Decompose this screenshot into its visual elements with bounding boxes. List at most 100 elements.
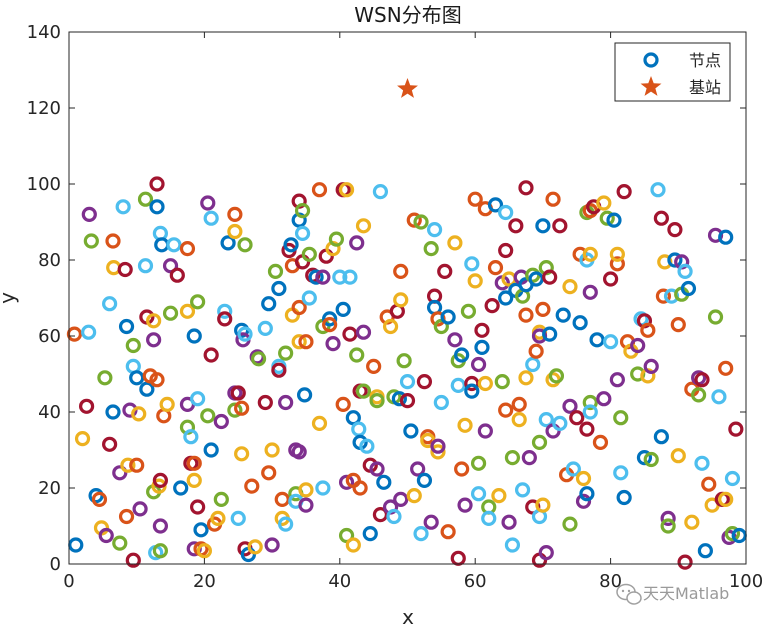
node-point bbox=[152, 472, 168, 488]
legend-station-label: 基站 bbox=[689, 78, 721, 97]
node-point bbox=[602, 271, 619, 287]
node-point bbox=[403, 423, 419, 439]
node-point bbox=[684, 514, 700, 530]
node-point bbox=[120, 457, 136, 473]
node-point bbox=[349, 347, 365, 363]
legend-station-marker bbox=[640, 76, 662, 96]
node-point bbox=[718, 491, 734, 507]
node-point bbox=[535, 301, 551, 317]
node-point bbox=[430, 438, 446, 454]
node-point bbox=[335, 301, 351, 317]
node-point bbox=[352, 480, 368, 496]
node-point bbox=[660, 510, 676, 527]
node-point bbox=[186, 455, 202, 471]
node-point bbox=[531, 434, 548, 450]
y-tick-label: 120 bbox=[27, 98, 61, 119]
node-point bbox=[162, 258, 179, 274]
node-point bbox=[146, 332, 162, 348]
node-point bbox=[426, 222, 443, 238]
node-point bbox=[278, 516, 294, 532]
node-point bbox=[498, 242, 514, 259]
node-point bbox=[484, 298, 500, 314]
node-point bbox=[105, 404, 121, 420]
node-point bbox=[724, 470, 741, 487]
node-point bbox=[437, 263, 453, 279]
node-point bbox=[227, 402, 243, 418]
node-point bbox=[498, 290, 514, 306]
node-point bbox=[149, 176, 165, 192]
node-point bbox=[643, 451, 659, 468]
node-point bbox=[283, 237, 299, 253]
node-point bbox=[355, 383, 372, 399]
node-point bbox=[575, 493, 592, 509]
node-point bbox=[691, 387, 707, 403]
node-point bbox=[575, 470, 592, 487]
node-point bbox=[555, 307, 571, 323]
node-point bbox=[345, 410, 361, 426]
node-point bbox=[102, 296, 118, 312]
node-point bbox=[298, 482, 314, 498]
node-point bbox=[237, 326, 253, 342]
node-point bbox=[355, 218, 372, 234]
node-point bbox=[386, 508, 402, 525]
node-point bbox=[643, 358, 659, 374]
node-point bbox=[115, 199, 131, 215]
node-point bbox=[667, 252, 683, 268]
node-point bbox=[562, 516, 578, 532]
node-point bbox=[399, 393, 416, 409]
node-point bbox=[179, 303, 196, 319]
node-point bbox=[137, 258, 154, 274]
node-point bbox=[460, 303, 477, 319]
node-point bbox=[477, 423, 493, 439]
node-point bbox=[291, 334, 307, 350]
node-point bbox=[237, 237, 253, 253]
node-point bbox=[565, 461, 581, 477]
node-point bbox=[183, 429, 199, 445]
node-point bbox=[338, 182, 355, 198]
node-point bbox=[467, 191, 483, 207]
node-point bbox=[230, 510, 246, 527]
node-point bbox=[342, 326, 358, 342]
x-tick-label: 0 bbox=[63, 571, 74, 592]
chart-title: WSN分布图 bbox=[354, 3, 461, 27]
node-point bbox=[470, 486, 487, 502]
y-tick-label: 80 bbox=[38, 250, 61, 271]
node-point bbox=[613, 410, 629, 426]
node-point bbox=[440, 309, 456, 325]
node-point bbox=[139, 381, 155, 397]
node-point bbox=[234, 446, 250, 462]
y-tick-label: 40 bbox=[38, 402, 61, 423]
node-point bbox=[653, 429, 669, 445]
node-point bbox=[518, 180, 534, 196]
base-station-point bbox=[397, 78, 418, 98]
node-point bbox=[322, 317, 338, 333]
node-point bbox=[474, 322, 490, 338]
node-point bbox=[596, 391, 612, 407]
node-point bbox=[376, 474, 392, 490]
node-point bbox=[511, 396, 527, 412]
node-point bbox=[345, 537, 361, 553]
node-point bbox=[125, 337, 141, 354]
node-point bbox=[98, 527, 114, 544]
node-point bbox=[694, 455, 710, 471]
node-point bbox=[447, 235, 463, 251]
node-point bbox=[196, 543, 212, 559]
node-point bbox=[596, 195, 612, 211]
node-point bbox=[477, 375, 493, 392]
node-point bbox=[137, 191, 154, 207]
node-point bbox=[393, 491, 409, 507]
node-point bbox=[301, 246, 317, 262]
node-point bbox=[369, 461, 385, 477]
node-point bbox=[278, 345, 294, 361]
node-point bbox=[102, 436, 118, 452]
node-point bbox=[186, 328, 202, 344]
node-point bbox=[457, 497, 473, 513]
y-tick-label: 20 bbox=[38, 478, 61, 499]
node-point bbox=[257, 320, 273, 336]
node-point bbox=[169, 267, 185, 283]
node-point bbox=[535, 497, 551, 513]
node-point bbox=[105, 233, 121, 249]
node-point bbox=[410, 461, 426, 477]
node-point bbox=[613, 465, 629, 481]
